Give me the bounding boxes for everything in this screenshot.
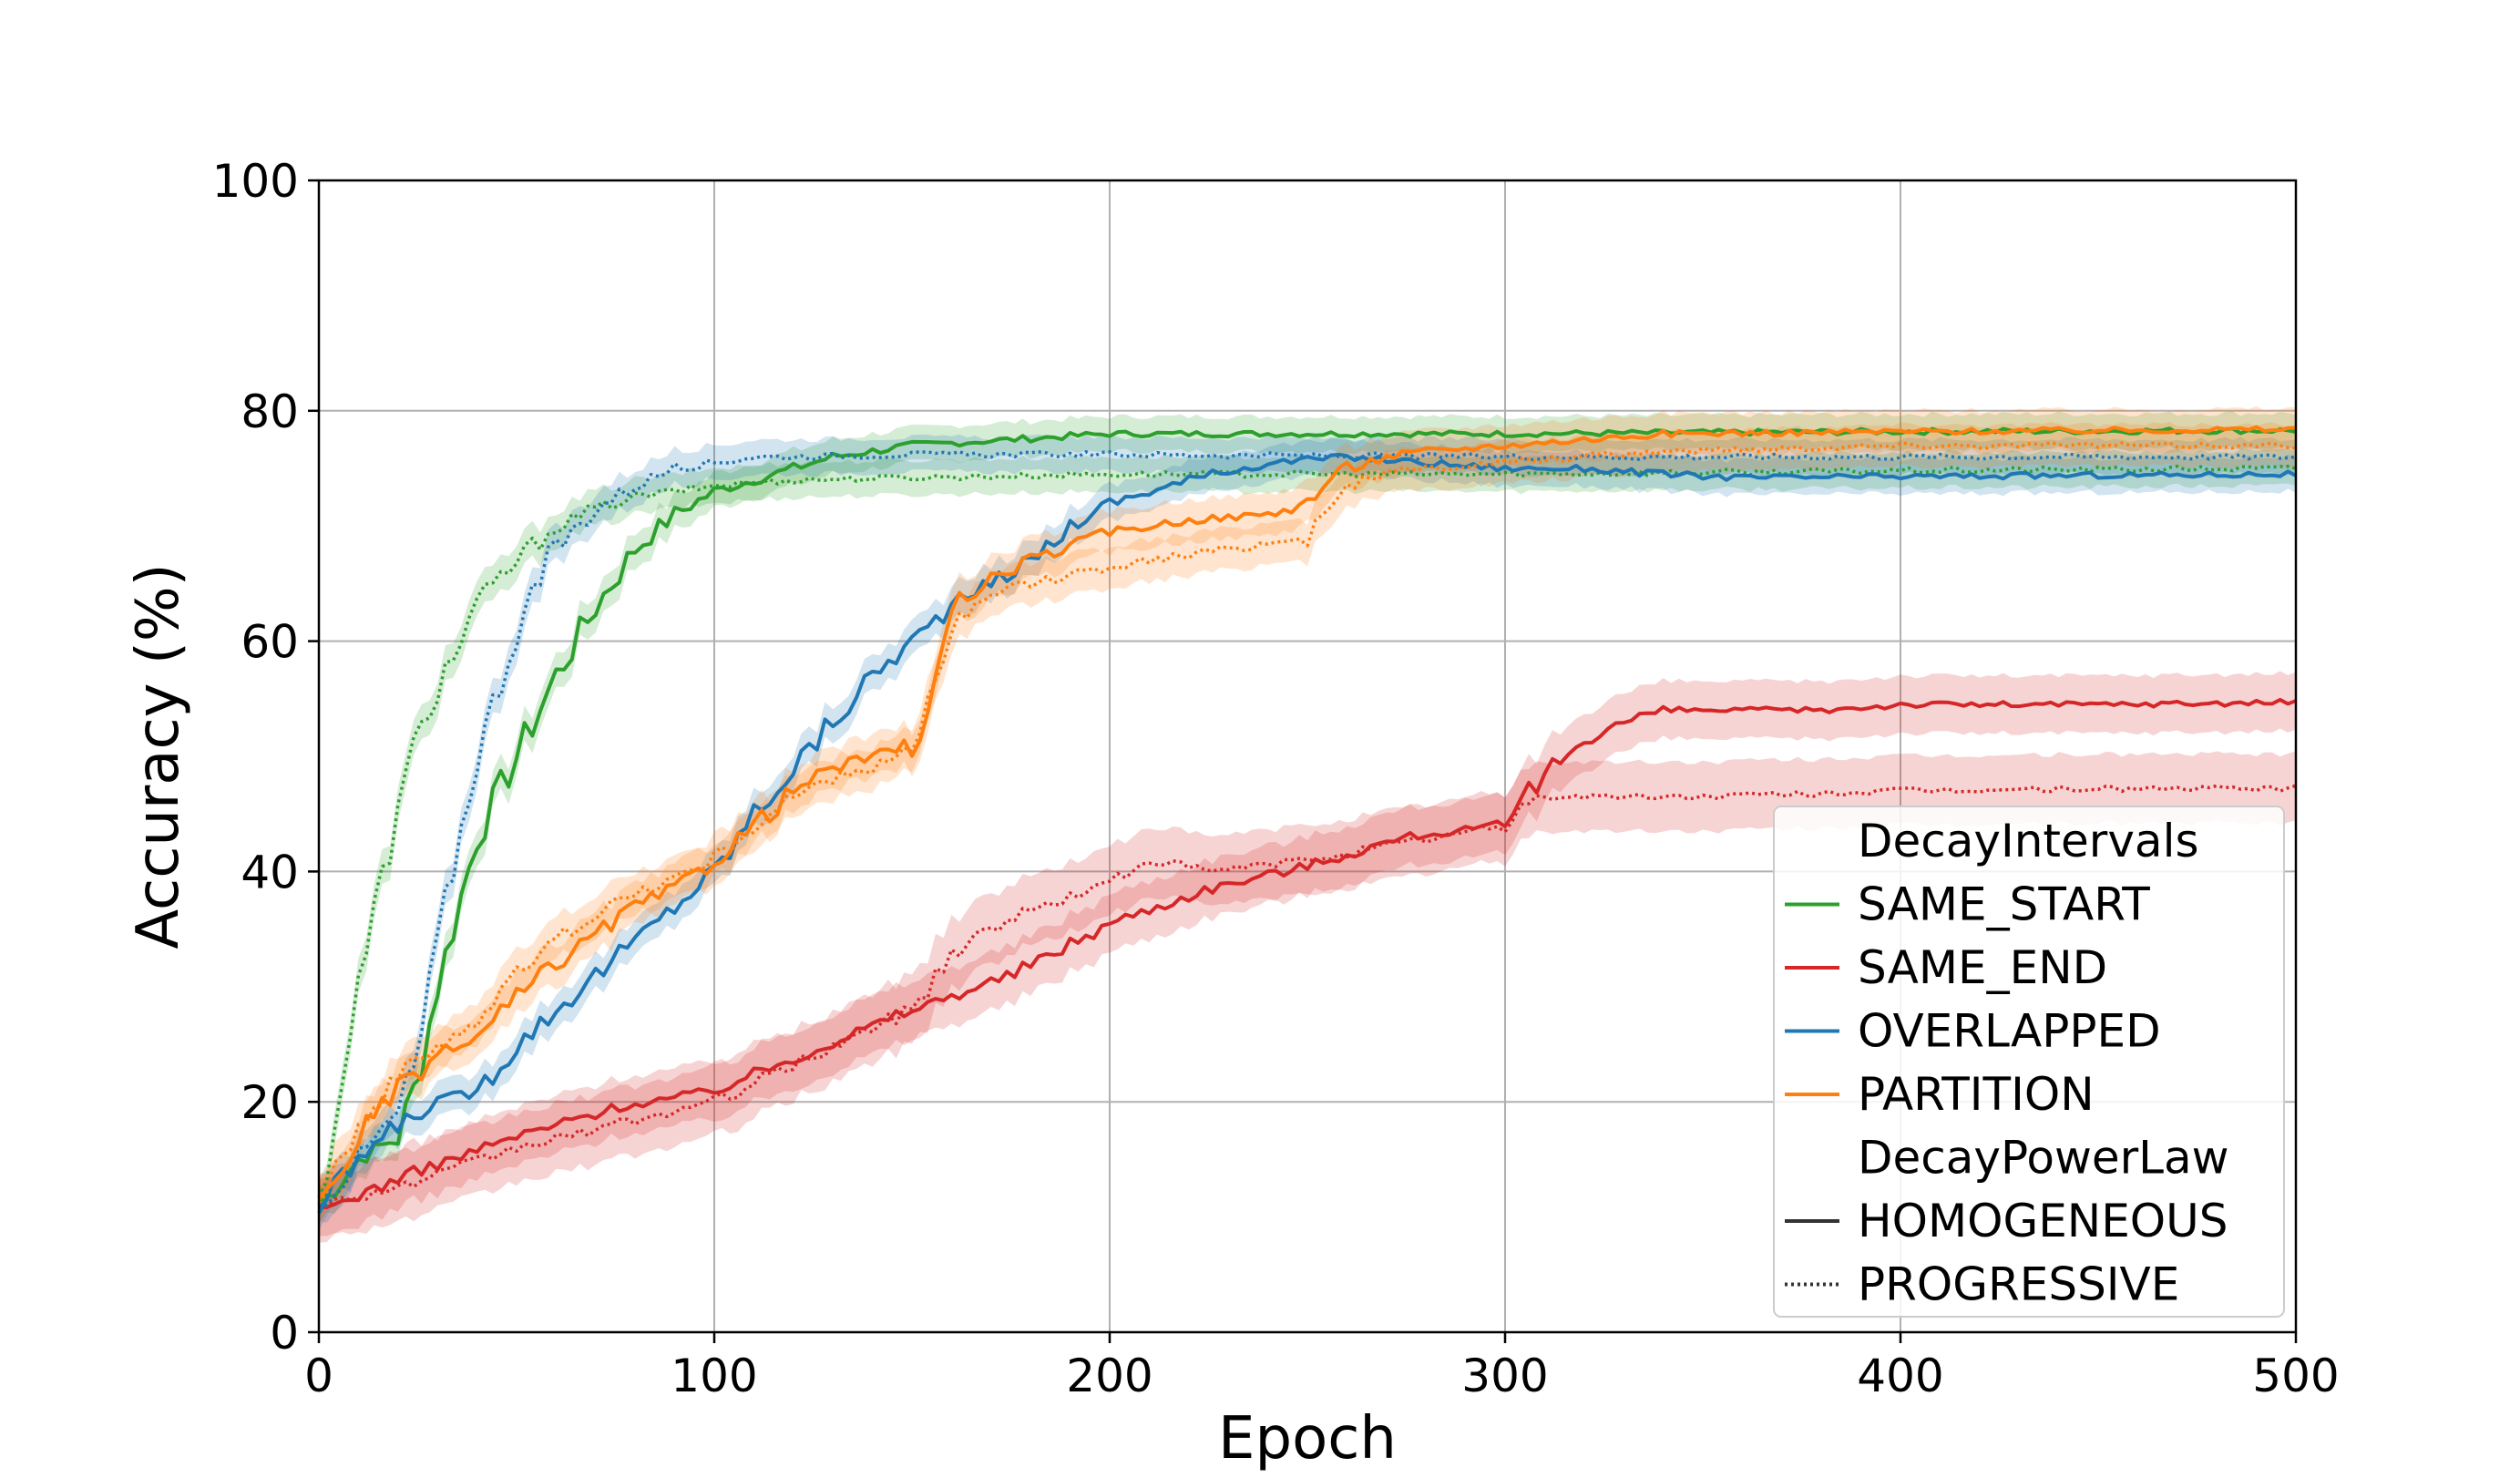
series-same_end-homogeneous [318,697,2297,1209]
legend-group-title: DecayPowerLaw [1858,1132,2229,1185]
x-tick-label: 400 [1857,1350,1943,1402]
legend-label-same_end: SAME_END [1858,941,2107,994]
legend: DecayIntervals SAME_START SAME_END OVERLAPP… [1773,806,2285,1318]
series-partition-progressive [317,440,2297,1205]
y-tick-label: 20 [241,1076,299,1129]
legend-label-progressive: PROGRESSIVE [1858,1258,2179,1311]
series-partition-homogeneous [317,425,2297,1200]
legend-label-homogeneous: HOMOGENEOUS [1858,1195,2228,1247]
y-tick-label: 0 [270,1307,299,1360]
legend-label-partition: PARTITION [1858,1068,2095,1121]
y-tick-label: 100 [212,155,299,208]
x-tick-label: 100 [671,1350,757,1402]
series-lines [317,425,2297,1215]
series-same_end-progressive [318,784,2297,1210]
x-axis-ticks: 0 100 200 300 400 500 [304,1332,2340,1402]
y-tick-label: 40 [241,846,299,898]
y-axis-label: Accuracy (%) [125,563,192,949]
legend-box [1773,806,2285,1318]
series-same_start-progressive [317,464,2297,1198]
band-same_end-homogeneous [319,671,2296,1237]
legend-label-overlapped: OVERLAPPED [1858,1005,2161,1058]
x-tick-label: 200 [1066,1350,1152,1402]
legend-group-title: DecayIntervals [1858,815,2199,867]
series-overlapped-progressive [318,449,2297,1207]
band-same_end-progressive [319,751,2296,1243]
x-tick-label: 500 [2252,1350,2339,1402]
y-axis-ticks: 0 20 40 60 80 100 [212,155,319,1360]
plot-frame [317,179,2298,1334]
legend-label-same_start: SAME_START [1858,878,2150,931]
y-tick-label: 60 [241,616,299,669]
x-tick-label: 300 [1461,1350,1548,1402]
x-axis-label: Epoch [1218,1405,1397,1473]
x-tick-label: 0 [304,1350,333,1402]
y-tick-label: 80 [241,385,299,438]
confidence-bands [319,405,2296,1243]
